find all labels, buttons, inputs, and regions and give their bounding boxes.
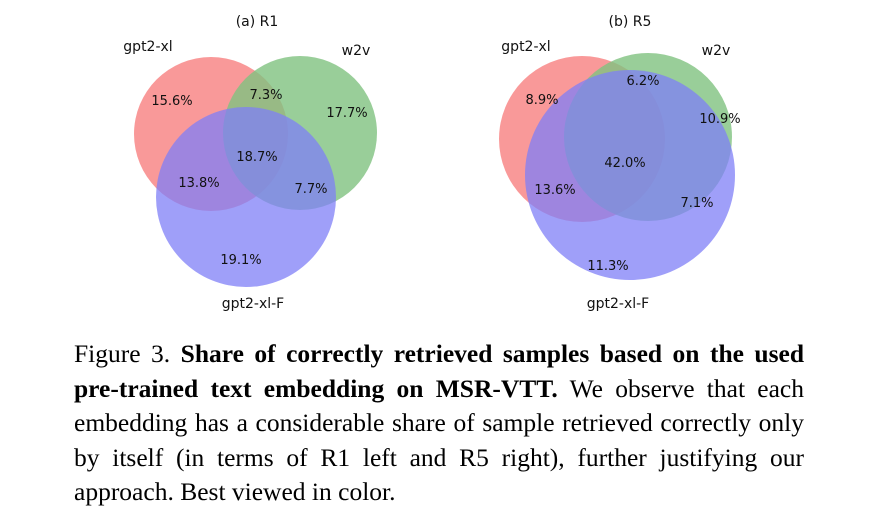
region-gpt2-xl-gpt2-xl-f: 13.6% (534, 183, 575, 198)
region-only-gpt2-xl: 8.9% (525, 93, 558, 108)
set-label-w2v: w2v (702, 43, 731, 59)
set-circle-gpt2-xl-f (525, 70, 735, 280)
region-only-gpt2-xl-f: 11.3% (587, 259, 628, 274)
region-only-w2v: 10.9% (699, 112, 740, 127)
caption-label: Figure 3. (74, 339, 171, 368)
venn-figure: (a) R1 gpt2-xl w2v gpt2-xl-F 15.6% 7.3% … (123, 14, 741, 312)
set-label-gpt2-xl: gpt2-xl (501, 39, 550, 55)
venn-diagram-r1: (a) R1 gpt2-xl w2v gpt2-xl-F 15.6% 7.3% … (123, 14, 377, 312)
region-only-gpt2-xl-f: 19.1% (220, 253, 261, 268)
region-only-gpt2-xl: 15.6% (151, 94, 192, 109)
region-center: 42.0% (604, 156, 645, 171)
caption-body: We observe that each embedding has a con… (74, 373, 805, 507)
region-only-w2v: 17.7% (326, 106, 367, 121)
caption-bold-title: Share of correctly retrieved samples bas… (74, 339, 805, 403)
set-label-gpt2-xl-f: gpt2-xl-F (587, 296, 650, 312)
region-w2v-gpt2-xl-f: 7.7% (294, 182, 327, 197)
set-circle-gpt2-xl-f (156, 107, 336, 287)
diagram-title-r5: (b) R5 (609, 14, 652, 30)
set-label-gpt2-xl-f: gpt2-xl-F (222, 296, 285, 312)
set-label-gpt2-xl: gpt2-xl (123, 39, 172, 55)
region-gpt2-xl-w2v: 7.3% (249, 88, 282, 103)
figure-caption: Figure 3. Share of correctly retrieved s… (74, 337, 804, 510)
region-gpt2-xl-w2v: 6.2% (626, 74, 659, 89)
region-center: 18.7% (236, 150, 277, 165)
venn-diagram-r5: (b) R5 gpt2-xl w2v gpt2-xl-F 8.9% 6.2% 1… (499, 14, 741, 312)
region-w2v-gpt2-xl-f: 7.1% (680, 196, 713, 211)
region-gpt2-xl-gpt2-xl-f: 13.8% (178, 176, 219, 191)
set-label-w2v: w2v (342, 43, 371, 59)
diagram-title-r1: (a) R1 (236, 14, 279, 30)
